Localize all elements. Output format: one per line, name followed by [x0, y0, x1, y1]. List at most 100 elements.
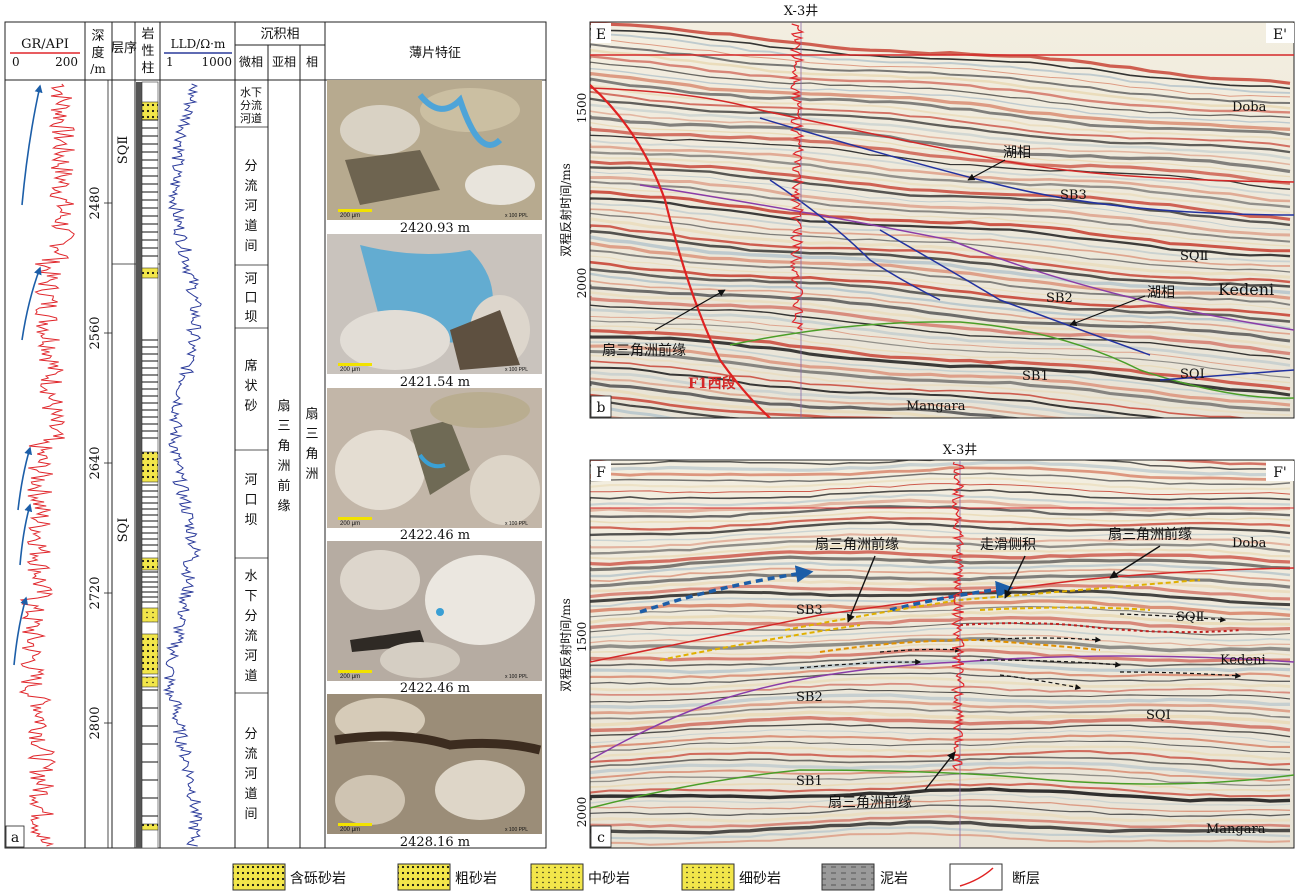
- sub-4: 洲: [277, 459, 290, 474]
- photo-caption-2: 2421.54 m: [400, 375, 470, 390]
- ylabel-b: 双程反射时间/ms: [558, 163, 573, 257]
- well-label-b: X-3井: [784, 4, 818, 19]
- lld-header: LLD/Ω·m: [171, 37, 226, 51]
- photo-caption-3: 2422.46 m: [400, 528, 470, 543]
- seismic-panel-c: X-3井 F F' 双程反射时间/ms 1500 2000 扇三角洲前缘 走滑侧…: [558, 443, 1295, 849]
- ann-c-mangara: Mangara: [1206, 822, 1266, 837]
- sequence-header: 层序: [111, 41, 137, 56]
- sequence-sq1: SQⅠ: [116, 518, 131, 543]
- ann-b-sq2: SQⅡ: [1180, 249, 1209, 264]
- photo-caption-1: 2420.93 m: [400, 221, 470, 236]
- depth-tick-2560: 2560: [88, 316, 103, 349]
- mf2-l4: 道: [244, 219, 257, 234]
- sequence-sq2: SQⅡ: [116, 136, 131, 165]
- ann-c-kedeni: Kedeni: [1220, 653, 1266, 668]
- fac-3: 角: [305, 447, 318, 462]
- ann-c-doba: Doba: [1232, 536, 1267, 551]
- mf5-l1: 河: [244, 473, 257, 488]
- panel-label-a: a: [11, 830, 19, 846]
- mf7-l3: 河: [244, 767, 257, 782]
- end-e-prime: E': [1273, 27, 1287, 43]
- lld-curve: [162, 83, 203, 847]
- gr-min: 0: [12, 55, 20, 69]
- mf2-l2: 流: [244, 179, 257, 194]
- scale-2: 200 μm: [340, 367, 360, 373]
- mf6-l2: 下: [244, 589, 257, 604]
- lith-header-1: 岩: [141, 27, 154, 42]
- mf7-l2: 流: [244, 747, 257, 762]
- legend-fine-sandstone: 细砂岩: [681, 863, 781, 891]
- ann-b-sb1: SB1: [1022, 369, 1049, 384]
- ann-b-lake2: 湖相: [1147, 285, 1175, 301]
- mf3-l2: 口: [244, 291, 257, 306]
- ann-b-sb3: SB3: [1060, 188, 1087, 203]
- lith-header-2: 性: [141, 44, 154, 59]
- ann-b-fan-front: 扇三角洲前缘: [602, 342, 686, 359]
- fac-2: 三: [305, 427, 318, 442]
- mf4-l3: 砂: [244, 399, 257, 414]
- photo-caption-5: 2428.16 m: [400, 835, 470, 850]
- scale-4: 200 μm: [340, 674, 360, 680]
- ann-b-kedeni: Kedeni: [1218, 280, 1274, 299]
- mf1-l2: 分流: [240, 98, 262, 112]
- ann-c-fan-front-1: 扇三角洲前缘: [815, 536, 899, 553]
- mf1-l1: 水下: [240, 86, 262, 99]
- thin-section-header: 薄片特征: [409, 46, 461, 61]
- seismic-panel-b: X-3井 E E' 双程反射时间/ms 1500 2000 湖相 湖相 SB3 …: [558, 4, 1295, 419]
- well-log-c: [950, 461, 965, 771]
- legend-label-1: 含砾砂岩: [290, 871, 346, 887]
- legend-label-4: 细砂岩: [739, 871, 781, 887]
- mag-3: x 100 PPL: [505, 521, 528, 527]
- mag-1: x 100 PPL: [505, 213, 528, 219]
- depth-tick-2720: 2720: [88, 576, 103, 609]
- facies-header: 沉积相: [260, 27, 299, 42]
- ann-c-fan-front-3: 扇三角洲前缘: [828, 794, 912, 811]
- ann-b-lake1: 湖相: [1003, 145, 1031, 161]
- ann-c-strike-slip: 走滑侧积: [980, 536, 1036, 553]
- mf6-l4: 流: [244, 629, 257, 644]
- gr-max: 200: [55, 55, 78, 69]
- lith-header-3: 柱: [141, 61, 154, 76]
- fac-1: 扇: [305, 406, 318, 422]
- panel-label-c: c: [597, 830, 605, 846]
- mf7-l5: 间: [244, 807, 257, 822]
- scale-5: 200 μm: [340, 827, 360, 833]
- facies-labels: 扇 三 角 洲: [305, 406, 318, 482]
- photo-2: [327, 234, 542, 374]
- mf1-l3: 河道: [240, 111, 262, 125]
- mf6-l5: 河: [244, 649, 257, 664]
- ylabel-c: 双程反射时间/ms: [558, 598, 573, 692]
- mf6-l6: 道: [244, 669, 257, 684]
- ann-b-doba: Doba: [1232, 100, 1267, 115]
- legend-fault: 断层: [949, 863, 1040, 891]
- ann-b-mangara: Mangara: [906, 399, 966, 414]
- scale-1: 200 μm: [340, 213, 360, 219]
- log-panel: GR/API 0 200 深 度 /m 层序 岩 性 柱 LLD/Ω·m 1 1…: [4, 21, 547, 850]
- ann-c-sb2: SB2: [796, 690, 823, 705]
- sub-3: 角: [277, 439, 290, 454]
- facies-col-header: 相: [306, 55, 318, 69]
- ytick-b-1500: 1500: [575, 93, 589, 124]
- lld-max: 1000: [201, 55, 232, 69]
- sub-5: 前: [277, 478, 290, 494]
- photo-1: [327, 80, 542, 220]
- legend-mudstone: 泥岩: [821, 863, 908, 891]
- ann-c-sq2: SQⅡ: [1176, 610, 1205, 625]
- mf3-l3: 坝: [244, 310, 257, 325]
- mf3-l1: 河: [244, 272, 257, 287]
- mf7-l4: 道: [244, 787, 257, 802]
- mag-4: x 100 PPL: [505, 674, 528, 680]
- thin-section-photos: 200 μm 200 μm 200 μm 200 μm 200 μm x 100…: [327, 80, 542, 850]
- mf4-l2: 状: [244, 379, 257, 394]
- ytick-b-2000: 2000: [575, 268, 589, 299]
- mf2-l3: 河: [244, 199, 257, 214]
- trend-arrows: [13, 84, 43, 666]
- photo-5: [327, 694, 542, 834]
- sub-6: 缘: [277, 499, 290, 514]
- mf2-l1: 分: [244, 159, 257, 174]
- microfacies-labels: 水下 分流 河道 分 流 河 道 间 河 口 坝 席 状 砂 河 口 坝 水 下…: [240, 86, 262, 822]
- legend-gravel-sandstone: 含砾砂岩: [232, 863, 346, 891]
- panel-label-b: b: [597, 400, 606, 416]
- ann-b-fault: F1西段: [688, 375, 736, 392]
- sub-2: 三: [277, 419, 290, 434]
